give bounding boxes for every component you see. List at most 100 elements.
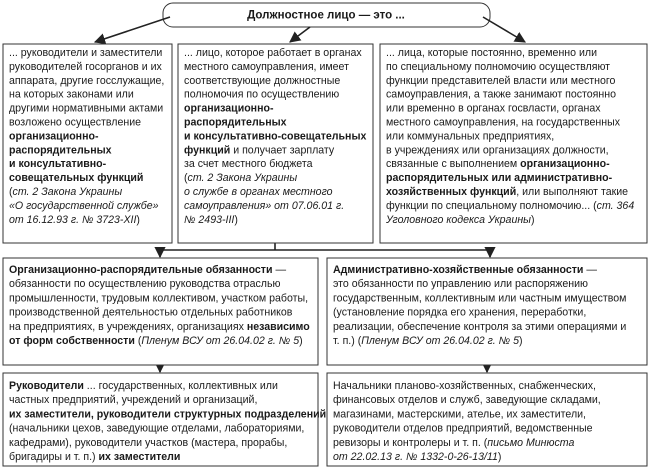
text-run: и консультативно- <box>9 158 107 170</box>
text-run: ( <box>9 186 13 198</box>
text-run: реализации, обеспечение контроля за этим… <box>333 321 626 333</box>
text-run: распорядительных или административно- <box>386 172 613 184</box>
text-line: производственной деятельностью отдельных… <box>9 306 293 318</box>
text-line: т. п.) (Пленум ВСУ от 26.04.02 г. № 5) <box>333 335 523 347</box>
text-line: ... руководители и заместители <box>9 47 162 59</box>
text-line: Организационно-распорядительные обязанно… <box>9 264 286 276</box>
text-run: ... лица, которые постоянно, временно ил… <box>386 47 597 59</box>
text-run: по специальному полномочию осуществляют <box>386 61 610 73</box>
text-run: от 16.12.93 г. № 3723-XII <box>9 214 136 226</box>
text-run: Организационно-распорядительные обязанно… <box>9 264 273 276</box>
arrow <box>482 16 526 43</box>
text-run: о службе в органах местного <box>184 186 333 198</box>
text-run: соответствующие должностные <box>184 75 340 87</box>
text-line: реализации, обеспечение контроля за этим… <box>333 321 626 333</box>
connector <box>159 249 491 256</box>
text-run: Уголовного кодекса Украины <box>385 214 531 226</box>
box <box>326 257 648 366</box>
text-line: (ст. 2 Закона Украины <box>9 186 122 198</box>
text-line: и консультативно- <box>9 158 107 170</box>
text-run: промышленности, трудовым коллективом, уч… <box>9 292 308 304</box>
text-run: полномочия по осуществлению <box>184 88 339 100</box>
text-run: ( <box>184 172 188 184</box>
text-line: ... лицо, которое работает в органах <box>184 47 362 59</box>
text-run: независимо <box>247 321 310 333</box>
text-run: самоуправления» от 07.06.01 г. <box>184 200 344 212</box>
text-run: ( <box>135 335 142 347</box>
text-run: распорядительных <box>184 116 287 128</box>
text-run: от форм собственности <box>9 335 135 347</box>
text-line: о службе в органах местного <box>184 186 333 198</box>
text-line: функций и получает зарплату <box>184 144 335 156</box>
text-run: ) <box>299 335 303 347</box>
text-run: — <box>273 264 287 276</box>
text-line: соответствующие должностные <box>184 75 340 87</box>
text-run: (установление порядка его хранения, пере… <box>333 306 586 318</box>
text-run: — <box>583 264 597 276</box>
text-run: организационно- <box>520 158 610 170</box>
text-run: их заместители <box>99 451 181 463</box>
text-run: Руководители <box>9 380 84 392</box>
text-line: от 16.12.93 г. № 3723-XII) <box>9 214 140 226</box>
text-line: или коммунальных предприятиях, <box>386 130 554 142</box>
text-run: производственной деятельностью отдельных… <box>9 306 293 318</box>
text-run: организационно- <box>184 102 274 114</box>
text-line: местного самоуправления, имеет <box>184 61 349 73</box>
text-run: в учреждениях или организациях должности… <box>386 144 609 156</box>
text-run: магазинами, мастерскими, ателье, их заме… <box>333 408 586 420</box>
text-run: ст. 364 <box>597 200 635 212</box>
text-run: ... лицо, которое работает в органах <box>184 47 362 59</box>
text-line: Руководители ... государственных, коллек… <box>9 380 278 392</box>
text-line: связанные с выполнением организационно- <box>386 158 610 170</box>
text-run: ст. 2 Закона Украины <box>188 172 298 184</box>
text-run: кафедрами), руководители участков (масте… <box>9 437 287 449</box>
text-run: функции по специальному полномочию... ( <box>386 200 597 212</box>
box <box>326 372 648 467</box>
box <box>2 257 319 366</box>
text-line: за счет местного бюджета <box>184 158 313 170</box>
text-run: самоуправления, а также занимают постоян… <box>386 88 616 100</box>
text-run: местного самоуправления, имеет <box>184 61 349 73</box>
text-line: функции представителей власти или местно… <box>386 75 615 87</box>
text-run: частных предприятий, учреждений и органи… <box>9 394 257 406</box>
text-run: ) <box>234 214 238 226</box>
text-line: (ст. 2 Закона Украины <box>184 172 297 184</box>
text-line: самоуправления, а также занимают постоян… <box>386 88 616 100</box>
text-line: распорядительных или административно- <box>386 172 613 184</box>
text-line: (начальники цехов, заведующие отделами, … <box>9 422 304 434</box>
box <box>379 43 648 244</box>
text-run: хозяйственных функций <box>386 186 516 198</box>
text-run: Начальники планово-хозяйственных, снабже… <box>333 380 596 392</box>
text-run: и консультативно-совещательных <box>184 130 366 142</box>
text-line: их заместители, руководители структурных… <box>9 408 326 420</box>
text-run: ) <box>531 214 535 226</box>
arrow <box>93 16 171 45</box>
text-line: распорядительных <box>9 144 112 156</box>
text-line: полномочия по осуществлению <box>184 88 339 100</box>
text-run: функции представителей власти или местно… <box>386 75 615 87</box>
text-run: государственным, коллективным или частны… <box>333 292 626 304</box>
text-run: за счет местного бюджета <box>184 158 313 170</box>
text-run: ... руководители и заместители <box>9 47 162 59</box>
text-line: местного самоуправления, на государствен… <box>386 116 621 128</box>
text-line: возложено осуществление <box>9 116 141 128</box>
text-line: руководители отделов предприятий, ведомс… <box>333 422 593 434</box>
text-line: от 22.02.13 г. № 1332-0-26-13/11) <box>333 451 501 463</box>
text-run: ) <box>498 451 502 463</box>
text-run: организационно- <box>9 130 99 142</box>
title-box <box>162 2 491 28</box>
text-run: ) <box>136 214 140 226</box>
text-run: местного самоуправления, на государствен… <box>386 116 621 128</box>
box <box>177 43 374 244</box>
text-run: № 2493-III <box>184 214 234 226</box>
text-line: по специальному полномочию осуществляют <box>386 61 610 73</box>
text-line: от форм собственности (Пленум ВСУ от 26.… <box>9 335 303 347</box>
box <box>2 372 319 467</box>
text-run: Пленум ВСУ от 26.04.02 г. № 5 <box>141 335 299 347</box>
text-run: ) <box>519 335 523 347</box>
text-run: т. п.) ( <box>333 335 362 347</box>
text-run: руководителей госорганов и их <box>9 61 163 73</box>
text-run: ст. 2 Закона Украины <box>13 186 123 198</box>
text-line: Начальники планово-хозяйственных, снабже… <box>333 380 596 392</box>
